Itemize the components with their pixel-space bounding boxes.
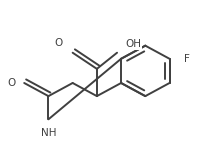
Text: NH: NH [41, 128, 56, 138]
Text: OH: OH [125, 39, 141, 49]
Text: O: O [54, 38, 63, 48]
Text: F: F [184, 54, 190, 64]
Text: O: O [7, 78, 15, 88]
